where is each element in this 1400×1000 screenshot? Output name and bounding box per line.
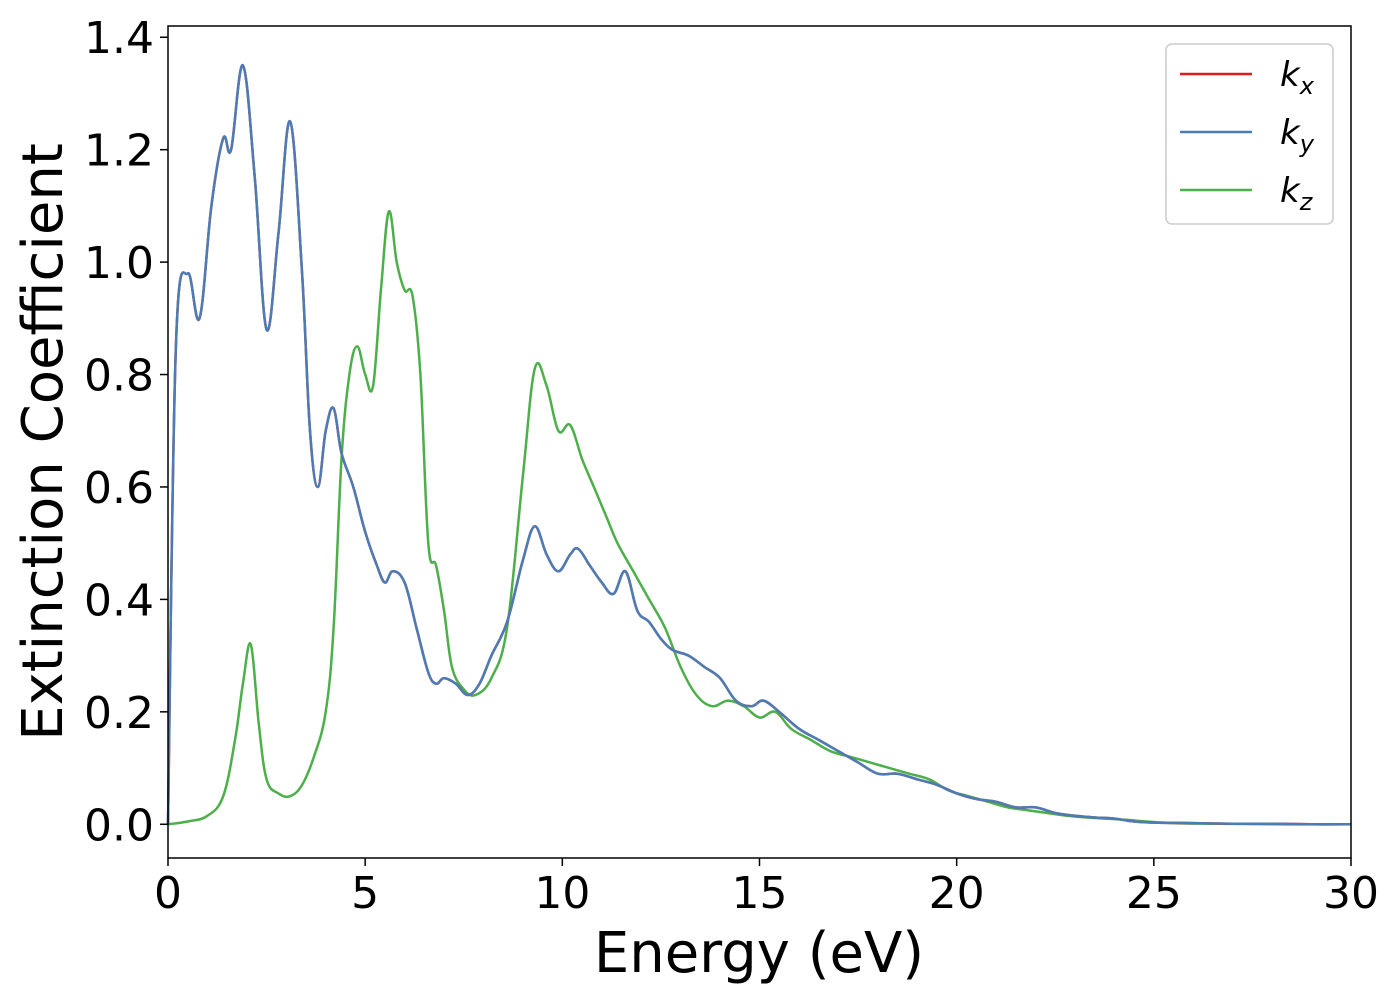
legend-label-kz: kz <box>1280 171 1314 216</box>
legend-label-base: k <box>1280 171 1301 211</box>
x-tick-label: 15 <box>732 868 788 919</box>
x-axis: 0 5 10 15 20 25 30 <box>154 858 1379 919</box>
x-axis-label: Energy (eV) <box>594 921 924 986</box>
y-tick-label: 0.4 <box>84 575 154 626</box>
x-tick-label: 10 <box>534 868 590 919</box>
legend-box <box>1165 43 1334 225</box>
y-tick-label: 1.0 <box>84 238 154 289</box>
y-tick-label: 1.2 <box>84 126 154 177</box>
y-tick-label: 0.2 <box>84 688 154 739</box>
x-tick-label: 0 <box>154 868 182 919</box>
legend-label-base: k <box>1280 113 1301 153</box>
y-tick-label: 1.4 <box>84 13 154 64</box>
plot-series <box>166 64 1352 826</box>
series-line-kz <box>167 210 1352 826</box>
x-tick-label: 20 <box>929 868 985 919</box>
x-tick-label: 5 <box>351 868 379 919</box>
y-axis: 0.0 0.2 0.4 0.6 0.8 1.0 1.2 1.4 <box>84 13 168 851</box>
x-tick-label: 30 <box>1323 868 1379 919</box>
legend-label-subscript: x <box>1299 72 1315 100</box>
legend-label-kx: kx <box>1280 55 1315 100</box>
y-tick-label: 0.0 <box>84 800 154 851</box>
y-tick-label: 0.6 <box>84 463 154 514</box>
legend-label-subscript: y <box>1299 130 1315 158</box>
legend-label-ky: ky <box>1280 113 1315 158</box>
series-line-ky <box>166 64 1352 826</box>
legend-label-base: k <box>1280 55 1301 95</box>
y-axis-label: Extinction Coefficient <box>11 143 76 741</box>
legend-label-subscript: z <box>1299 188 1314 216</box>
y-tick-label: 0.8 <box>84 351 154 402</box>
x-tick-label: 25 <box>1126 868 1182 919</box>
